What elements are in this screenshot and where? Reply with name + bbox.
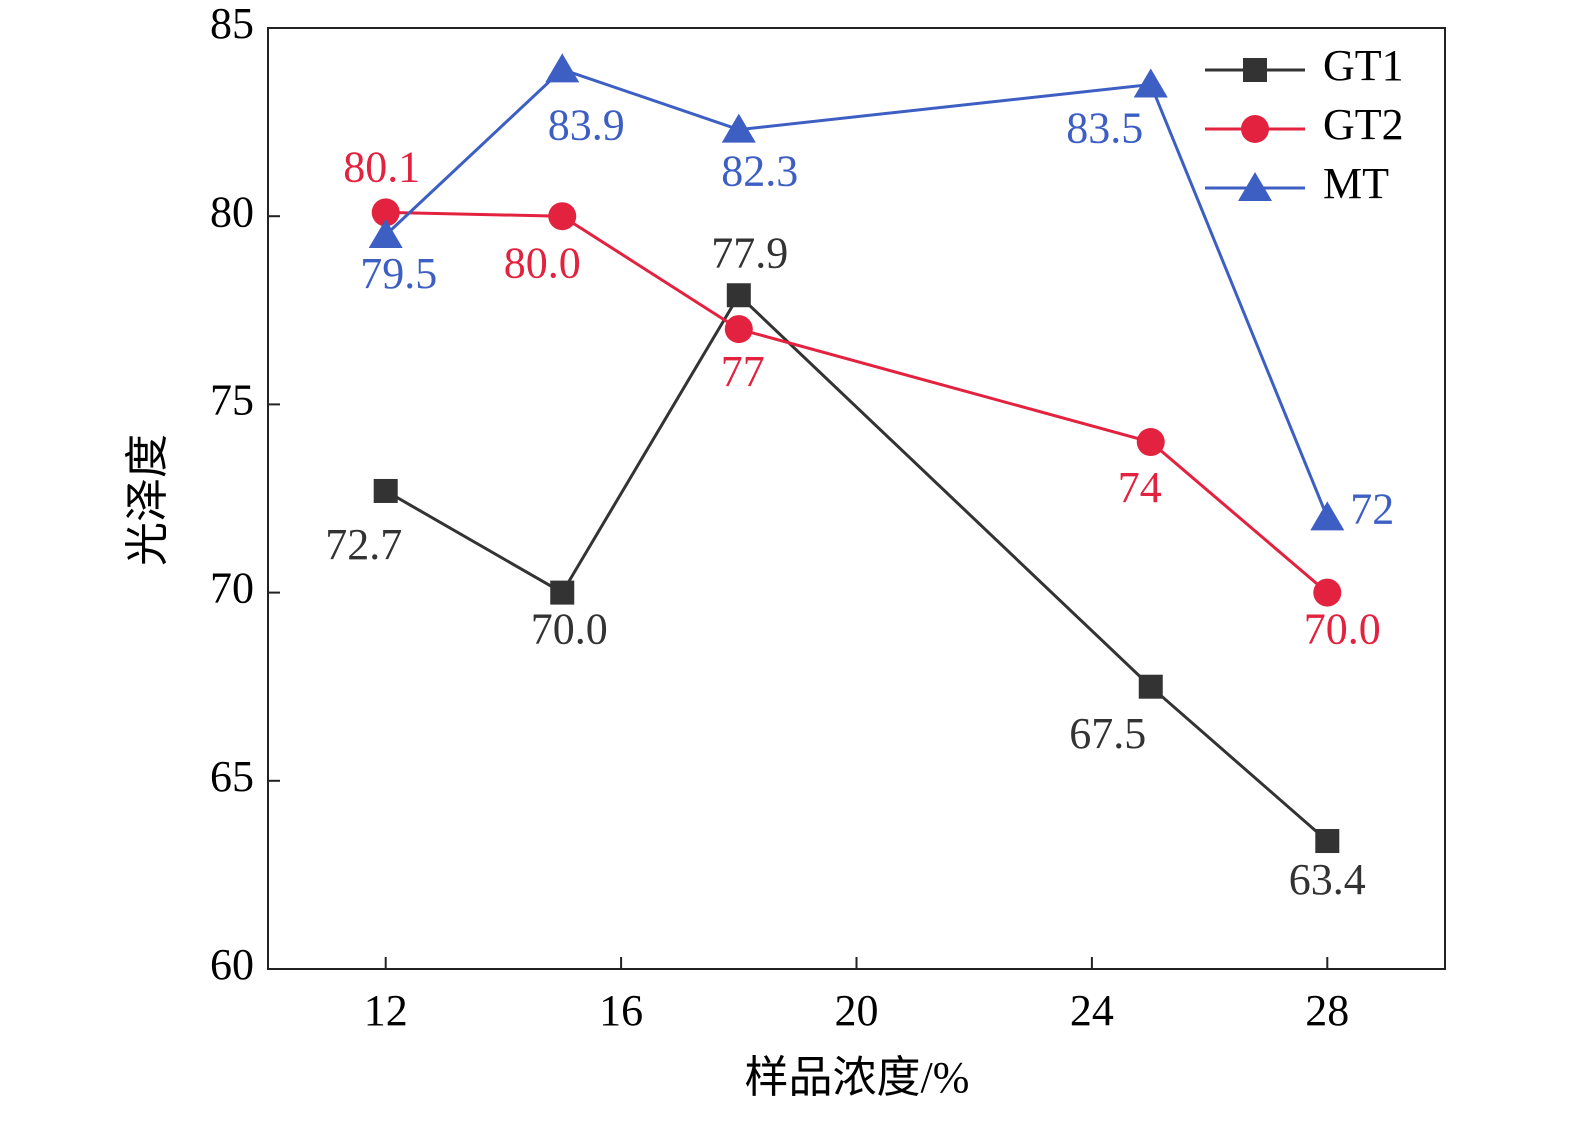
data-point	[721, 113, 756, 143]
data-label: 83.5	[1066, 104, 1143, 153]
data-label: 82.3	[721, 147, 798, 196]
data-label: 77.9	[711, 228, 788, 277]
y-tick-label: 75	[210, 375, 254, 424]
legend-label: GT2	[1323, 100, 1404, 149]
data-label: 72.7	[325, 520, 402, 569]
data-point	[1315, 829, 1340, 854]
data-point	[368, 219, 403, 249]
data-label: 67.5	[1069, 709, 1146, 758]
data-point	[373, 478, 398, 503]
data-point	[724, 315, 753, 344]
legend-marker	[1243, 58, 1267, 82]
series-line	[384, 67, 1329, 518]
data-point	[1310, 501, 1345, 531]
data-point	[371, 198, 400, 227]
x-axis-label: 样品浓度/%	[745, 1053, 970, 1102]
data-point	[1136, 428, 1165, 457]
data-label: 80.0	[504, 238, 581, 287]
data-label: 79.5	[360, 249, 437, 298]
data-point	[1133, 68, 1168, 98]
data-point	[726, 283, 751, 308]
x-tick-label: 28	[1305, 986, 1349, 1035]
y-tick-label: 65	[210, 752, 254, 801]
data-label: 77	[721, 347, 765, 396]
y-tick-label: 80	[210, 187, 254, 236]
y-tick-label: 60	[210, 940, 254, 989]
plot-frame	[267, 27, 1446, 970]
x-tick-label: 24	[1070, 986, 1114, 1035]
data-label: 70.0	[531, 605, 608, 654]
y-axis-label: 光泽度	[123, 434, 172, 566]
legend-marker	[1238, 172, 1272, 201]
legend-label: MT	[1323, 159, 1389, 208]
data-point	[545, 53, 580, 83]
data-point	[1138, 674, 1163, 699]
data-point	[550, 580, 575, 605]
y-tick-label: 85	[210, 0, 254, 48]
y-tick-label: 70	[210, 564, 254, 613]
data-label: 80.1	[343, 143, 420, 192]
data-label: 83.9	[548, 100, 625, 149]
data-label: 74	[1118, 463, 1162, 512]
legend-label: GT1	[1323, 41, 1404, 90]
x-tick-label: 16	[599, 986, 643, 1035]
data-label: 70.0	[1304, 605, 1381, 654]
x-tick-label: 12	[364, 986, 408, 1035]
data-point	[548, 202, 577, 231]
legend-marker	[1241, 115, 1269, 143]
data-label: 72	[1350, 484, 1394, 533]
x-tick-label: 20	[835, 986, 879, 1035]
data-label: 63.4	[1289, 855, 1366, 904]
series-line	[384, 292, 1329, 843]
data-point	[1313, 578, 1342, 607]
